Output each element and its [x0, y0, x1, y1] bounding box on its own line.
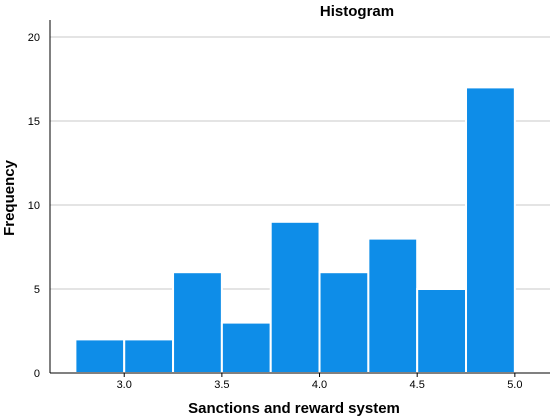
bar-0 — [74, 338, 126, 374]
bar-2 — [172, 271, 223, 375]
x-tick-label: 3.0 — [117, 379, 132, 391]
bar-7 — [416, 288, 468, 374]
x-tick-labels: 3.0 3.5 4.0 4.5 5.0 — [117, 373, 522, 391]
bars — [74, 86, 516, 375]
y-tick-label: 5 — [34, 284, 40, 296]
bar-5 — [318, 271, 370, 375]
bar-6 — [367, 237, 419, 374]
chart-title: Histogram — [320, 3, 394, 20]
x-tick-label: 3.5 — [214, 379, 229, 391]
y-tick-label: 10 — [28, 200, 40, 212]
bar-3 — [220, 321, 272, 375]
x-axis-label: Sanctions and reward system — [188, 400, 400, 417]
y-tick-label: 15 — [28, 116, 40, 128]
x-tick-label: 5.0 — [507, 379, 522, 391]
y-tick-label: 20 — [28, 32, 40, 44]
x-tick-label: 4.0 — [312, 379, 327, 391]
y-axis-label: Frequency — [1, 159, 18, 236]
bar-8 — [465, 86, 516, 375]
x-tick-label: 4.5 — [410, 379, 425, 391]
bar-1 — [123, 338, 175, 374]
y-tick-labels: 0 5 10 15 20 — [28, 32, 40, 380]
bar-4 — [269, 220, 321, 374]
y-tick-label: 0 — [34, 368, 40, 380]
